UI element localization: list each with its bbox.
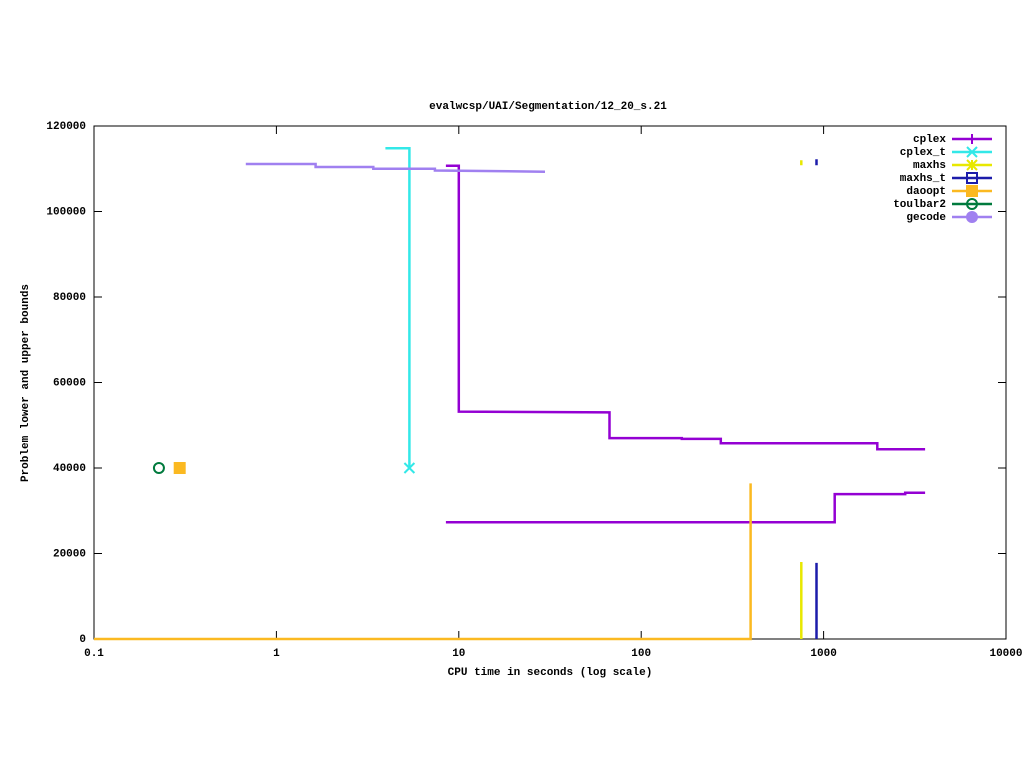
y-axis-label: Problem lower and upper bounds bbox=[20, 284, 32, 482]
marker bbox=[403, 462, 416, 474]
chart-title: evalwcsp/UAI/Segmentation/12_20_s.21 bbox=[429, 101, 667, 113]
series-line bbox=[385, 146, 411, 468]
marker bbox=[966, 172, 978, 184]
y-tick-label: 100000 bbox=[46, 206, 86, 218]
legend-label: maxhs bbox=[913, 160, 946, 172]
marker bbox=[966, 146, 978, 158]
marker bbox=[152, 462, 165, 474]
y-tick-label: 120000 bbox=[46, 121, 86, 133]
marker bbox=[173, 462, 186, 474]
x-axis-label: CPU time in seconds (log scale) bbox=[448, 667, 653, 679]
y-tick-label: 0 bbox=[79, 634, 86, 646]
legend-label: daoopt bbox=[906, 186, 946, 198]
marker-shape bbox=[173, 462, 186, 474]
marker-shape bbox=[966, 185, 978, 197]
x-tick-label: 10000 bbox=[989, 648, 1022, 660]
y-tick-label: 60000 bbox=[53, 377, 86, 389]
y-tick-label: 80000 bbox=[53, 292, 86, 304]
legend-label: maxhs_t bbox=[900, 173, 946, 185]
x-tick-label: 100 bbox=[631, 648, 651, 660]
marker-stroke bbox=[966, 159, 978, 171]
legend-label: gecode bbox=[906, 212, 946, 224]
y-tick-label: 20000 bbox=[53, 548, 86, 560]
marker-shape bbox=[152, 462, 165, 474]
marker bbox=[966, 185, 978, 197]
marker bbox=[967, 134, 977, 144]
series-line bbox=[245, 162, 546, 173]
marker-shape bbox=[966, 172, 978, 184]
legend-label: cplex bbox=[913, 134, 946, 146]
legend-label: toulbar2 bbox=[893, 199, 946, 211]
x-tick-label: 10 bbox=[452, 648, 465, 660]
marker bbox=[966, 211, 978, 223]
y-tick-label: 40000 bbox=[53, 463, 86, 475]
series-line bbox=[94, 483, 752, 641]
marker-shape bbox=[966, 211, 978, 223]
x-tick-label: 1 bbox=[273, 648, 280, 660]
marker bbox=[966, 159, 978, 171]
marker-shape bbox=[966, 198, 978, 210]
x-tick-label: 0.1 bbox=[84, 648, 104, 660]
marker-stroke bbox=[966, 146, 978, 158]
legend-label: cplex_t bbox=[900, 147, 946, 159]
series-line bbox=[445, 164, 926, 524]
marker-stroke bbox=[403, 462, 416, 474]
x-tick-label: 1000 bbox=[810, 648, 836, 660]
marker bbox=[966, 198, 978, 210]
plot-frame bbox=[93, 125, 1007, 640]
